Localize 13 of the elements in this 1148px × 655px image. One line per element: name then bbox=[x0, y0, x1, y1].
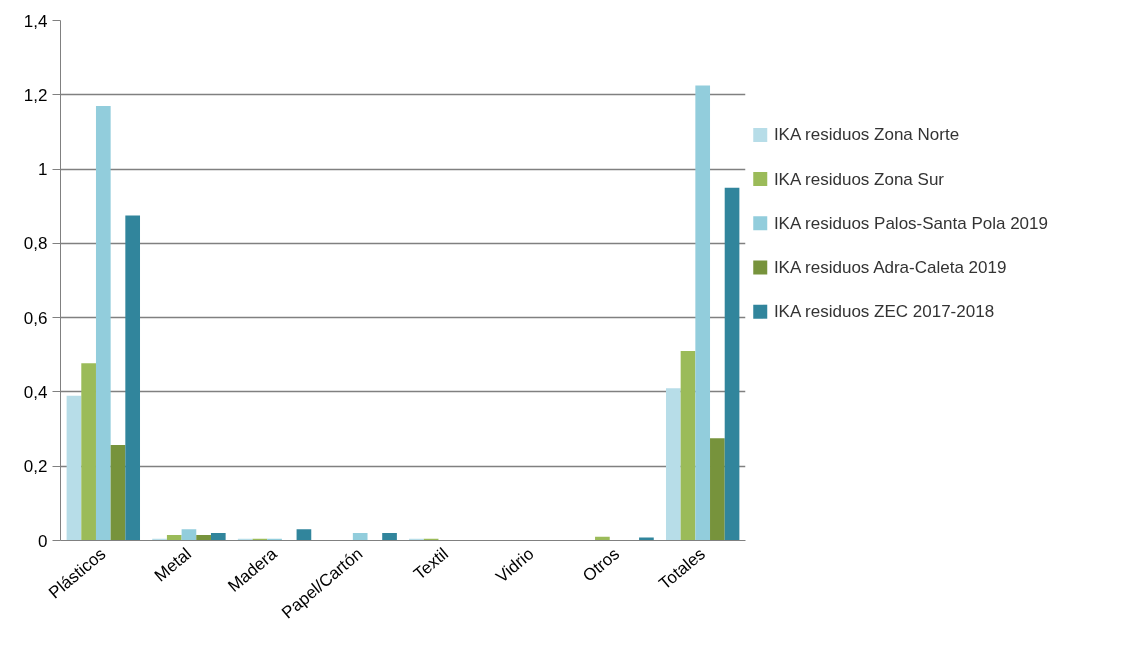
y-tick-label: 0 bbox=[38, 531, 48, 551]
y-tick-label: 0,2 bbox=[23, 457, 48, 477]
legend-label: IKA residuos ZEC 2017-2018 bbox=[773, 302, 995, 322]
legend-label: IKA residuos Adra-Caleta 2019 bbox=[773, 258, 1007, 277]
y-tick-label: 0,4 bbox=[23, 382, 48, 402]
legend-label: IKA residuos Palos-Santa Pola 2019 bbox=[773, 213, 1048, 233]
y-tick-label: 1,4 bbox=[23, 11, 48, 31]
legend-label: IKA residuos Zona Sur bbox=[773, 169, 945, 189]
y-tick-label: 1,2 bbox=[23, 85, 48, 105]
legend-label: IKA residuos Zona Norte bbox=[773, 125, 960, 145]
y-tick-label: 1 bbox=[38, 160, 48, 180]
y-tick-label: 0,6 bbox=[23, 308, 48, 328]
y-tick-label: 0,8 bbox=[23, 234, 48, 254]
